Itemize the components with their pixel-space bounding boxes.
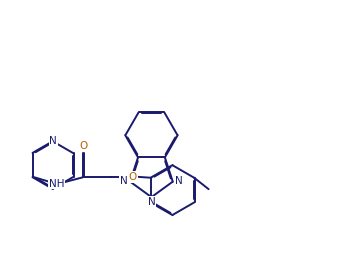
Text: O: O [79,141,88,151]
Text: O: O [129,172,137,182]
Text: N: N [49,136,57,146]
Text: NH: NH [49,179,64,189]
Text: N: N [148,197,155,207]
Text: N: N [175,176,183,186]
Text: N: N [120,176,127,186]
